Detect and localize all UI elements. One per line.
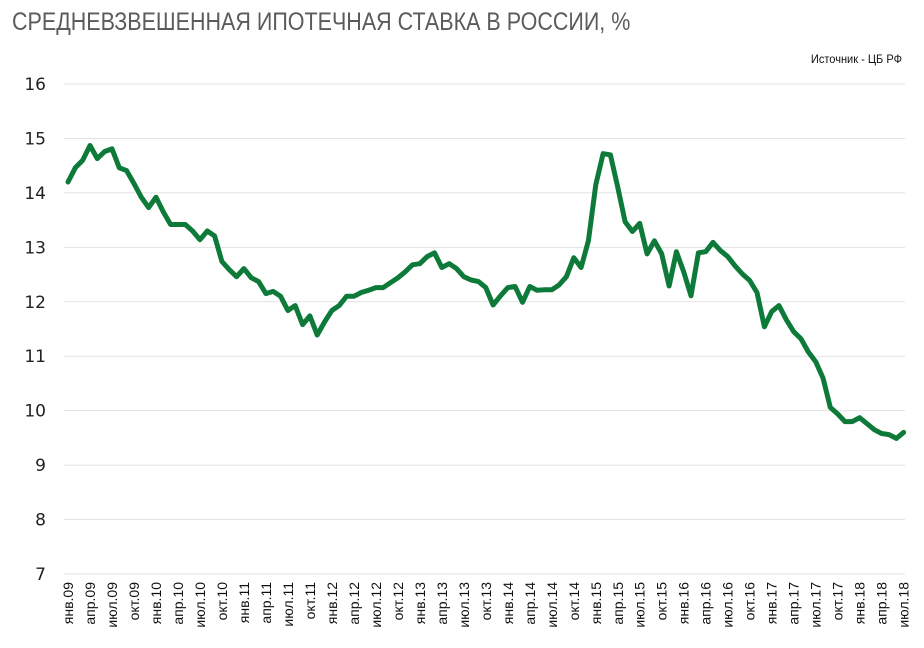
x-tick-label: июл.09 bbox=[104, 582, 120, 628]
gridlines bbox=[64, 83, 905, 575]
mortgage-rate-line bbox=[65, 143, 907, 441]
x-tick-label: апр.16 bbox=[698, 582, 714, 625]
x-tick-label: июл.12 bbox=[368, 582, 384, 628]
x-tick-label: янв.13 bbox=[412, 582, 428, 624]
y-tick-label: 12 bbox=[24, 293, 46, 313]
y-tick-label: 15 bbox=[24, 129, 46, 149]
x-tick-label: апр.18 bbox=[874, 582, 890, 625]
x-tick-label: апр.10 bbox=[170, 582, 186, 625]
chart-title: СРЕДНЕВЗВЕШЕННАЯ ИПОТЕЧНАЯ СТАВКА В РОСС… bbox=[12, 8, 631, 36]
x-tick-label: апр.17 bbox=[786, 582, 802, 625]
x-tick-label: июл.10 bbox=[192, 582, 208, 628]
x-tick-label: янв.18 bbox=[852, 582, 868, 624]
y-tick-label: 9 bbox=[35, 456, 46, 476]
x-tick-label: июл.17 bbox=[808, 582, 824, 628]
x-tick-label: окт.10 bbox=[214, 582, 230, 621]
x-tick-label: апр.09 bbox=[82, 582, 98, 625]
x-axis-ticks: янв.09 апр.09 июл.09 окт.09 янв.10 апр.10 июл.… bbox=[60, 582, 912, 628]
x-tick-label: окт.12 bbox=[390, 582, 406, 621]
x-tick-label: янв.12 bbox=[324, 582, 340, 624]
y-tick-label: 7 bbox=[35, 565, 46, 585]
x-tick-label: янв.14 bbox=[500, 582, 516, 624]
x-tick-label: апр.14 bbox=[522, 582, 538, 625]
y-tick-label: 8 bbox=[35, 511, 46, 531]
x-tick-label: окт.13 bbox=[478, 582, 494, 621]
x-tick-label: янв.09 bbox=[60, 582, 76, 624]
x-tick-label: янв.10 bbox=[148, 582, 164, 624]
y-tick-label: 16 bbox=[24, 75, 46, 95]
x-tick-label: июл.14 bbox=[544, 582, 560, 628]
x-tick-label: июл.16 bbox=[720, 582, 736, 628]
x-tick-label: апр.15 bbox=[610, 582, 626, 625]
y-tick-label: 13 bbox=[24, 238, 46, 258]
x-tick-label: окт.17 bbox=[830, 582, 846, 621]
y-tick-label: 14 bbox=[24, 184, 46, 204]
y-axis-ticks: 16 15 14 13 12 11 10 9 8 7 bbox=[24, 75, 46, 585]
x-tick-label: июл.18 bbox=[896, 582, 912, 628]
x-tick-label: янв.16 bbox=[676, 582, 692, 624]
x-tick-label: янв.15 bbox=[588, 582, 604, 624]
x-tick-label: апр.11 bbox=[258, 582, 274, 624]
x-tick-label: июл.13 bbox=[456, 582, 472, 628]
x-tick-label: июл.11 bbox=[280, 582, 296, 627]
x-tick-label: янв.11 bbox=[236, 582, 252, 623]
x-tick-label: окт.16 bbox=[742, 582, 758, 621]
source-note: Источник - ЦБ РФ bbox=[810, 52, 902, 66]
x-tick-label: окт.15 bbox=[654, 582, 670, 621]
x-tick-label: янв.17 bbox=[764, 582, 780, 624]
y-tick-label: 11 bbox=[24, 347, 46, 367]
x-tick-label: окт.14 bbox=[566, 582, 582, 621]
x-tick-label: июл.15 bbox=[632, 582, 648, 628]
y-tick-label: 10 bbox=[24, 402, 46, 422]
x-tick-label: апр.13 bbox=[434, 582, 450, 625]
x-tick-label: апр.12 bbox=[346, 582, 362, 625]
x-tick-label: окт.11 bbox=[302, 582, 318, 620]
x-tick-label: окт.09 bbox=[126, 582, 142, 621]
